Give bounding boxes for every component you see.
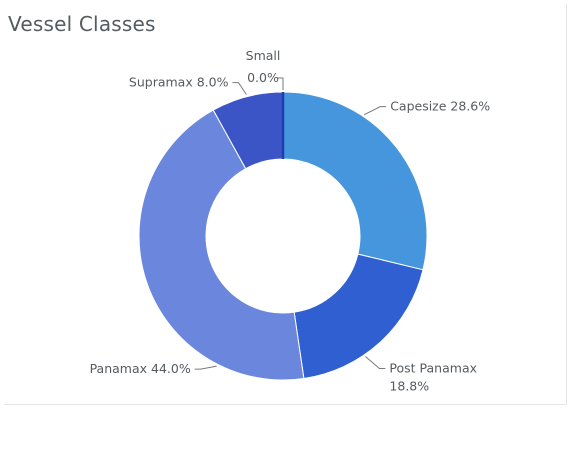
label-small-value: 0.0% bbox=[247, 70, 279, 85]
label-panamax: Panamax 44.0% bbox=[90, 361, 191, 376]
supramax-leader-line bbox=[232, 82, 247, 95]
label-post-panamax-name: Post Panamax bbox=[389, 361, 477, 376]
chart-title: Vessel Classes bbox=[8, 12, 156, 36]
small-leader-line bbox=[277, 77, 284, 90]
slice-post-panamax[interactable] bbox=[293, 253, 424, 380]
chart-card: Vessel Classes Capesize 28.6% Post Panama… bbox=[4, 4, 567, 405]
label-capesize: Capesize 28.6% bbox=[390, 99, 490, 114]
label-post-panamax-value: 18.8% bbox=[389, 379, 429, 394]
panamax-leader-line bbox=[194, 365, 217, 370]
donut-chart: Capesize 28.6% Post Panamax 18.8% Panamax 4… bbox=[90, 48, 491, 394]
slice-capesize[interactable] bbox=[282, 91, 428, 271]
label-small-name: Small bbox=[246, 48, 281, 63]
slice-panamax[interactable] bbox=[138, 109, 305, 381]
capesize-leader-line bbox=[363, 106, 387, 116]
label-supramax: Supramax 8.0% bbox=[129, 75, 229, 90]
post-panamax-leader-line bbox=[365, 356, 386, 370]
